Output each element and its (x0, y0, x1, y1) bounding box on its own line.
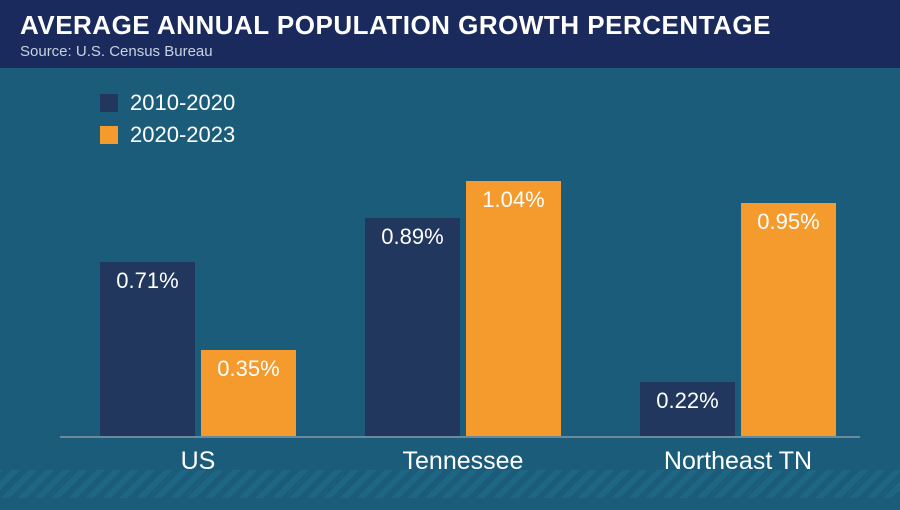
bar-group: 0.89%1.04%Tennessee (365, 168, 561, 436)
bar-value-label: 0.89% (365, 224, 460, 250)
chart-legend: 2010-2020 2020-2023 (100, 90, 235, 154)
legend-item: 2010-2020 (100, 90, 235, 116)
chart-plot: 0.71%0.35%US0.89%1.04%Tennessee0.22%0.95… (60, 168, 860, 438)
footer-strip (0, 470, 900, 498)
legend-item: 2020-2023 (100, 122, 235, 148)
bar-value-label: 0.95% (741, 209, 836, 235)
legend-swatch (100, 94, 118, 112)
chart-header: AVERAGE ANNUAL POPULATION GROWTH PERCENT… (0, 0, 900, 68)
bar-value-label: 0.22% (640, 388, 735, 414)
legend-label: 2010-2020 (130, 90, 235, 116)
bar-group: 0.22%0.95%Northeast TN (640, 168, 836, 436)
bar-value-label: 0.35% (201, 356, 296, 382)
bar: 0.95% (741, 203, 836, 436)
chart-title: AVERAGE ANNUAL POPULATION GROWTH PERCENT… (20, 10, 880, 41)
bar-value-label: 1.04% (466, 187, 561, 213)
chart-area: 2010-2020 2020-2023 0.71%0.35%US0.89%1.0… (0, 68, 900, 498)
bar-group: 0.71%0.35%US (100, 168, 296, 436)
bar: 0.22% (640, 382, 735, 436)
legend-label: 2020-2023 (130, 122, 235, 148)
bar: 0.89% (365, 218, 460, 436)
legend-swatch (100, 126, 118, 144)
chart-source: Source: U.S. Census Bureau (20, 43, 880, 60)
bar-value-label: 0.71% (100, 268, 195, 294)
bar: 0.71% (100, 262, 195, 436)
bar: 1.04% (466, 181, 561, 436)
bar: 0.35% (201, 350, 296, 436)
